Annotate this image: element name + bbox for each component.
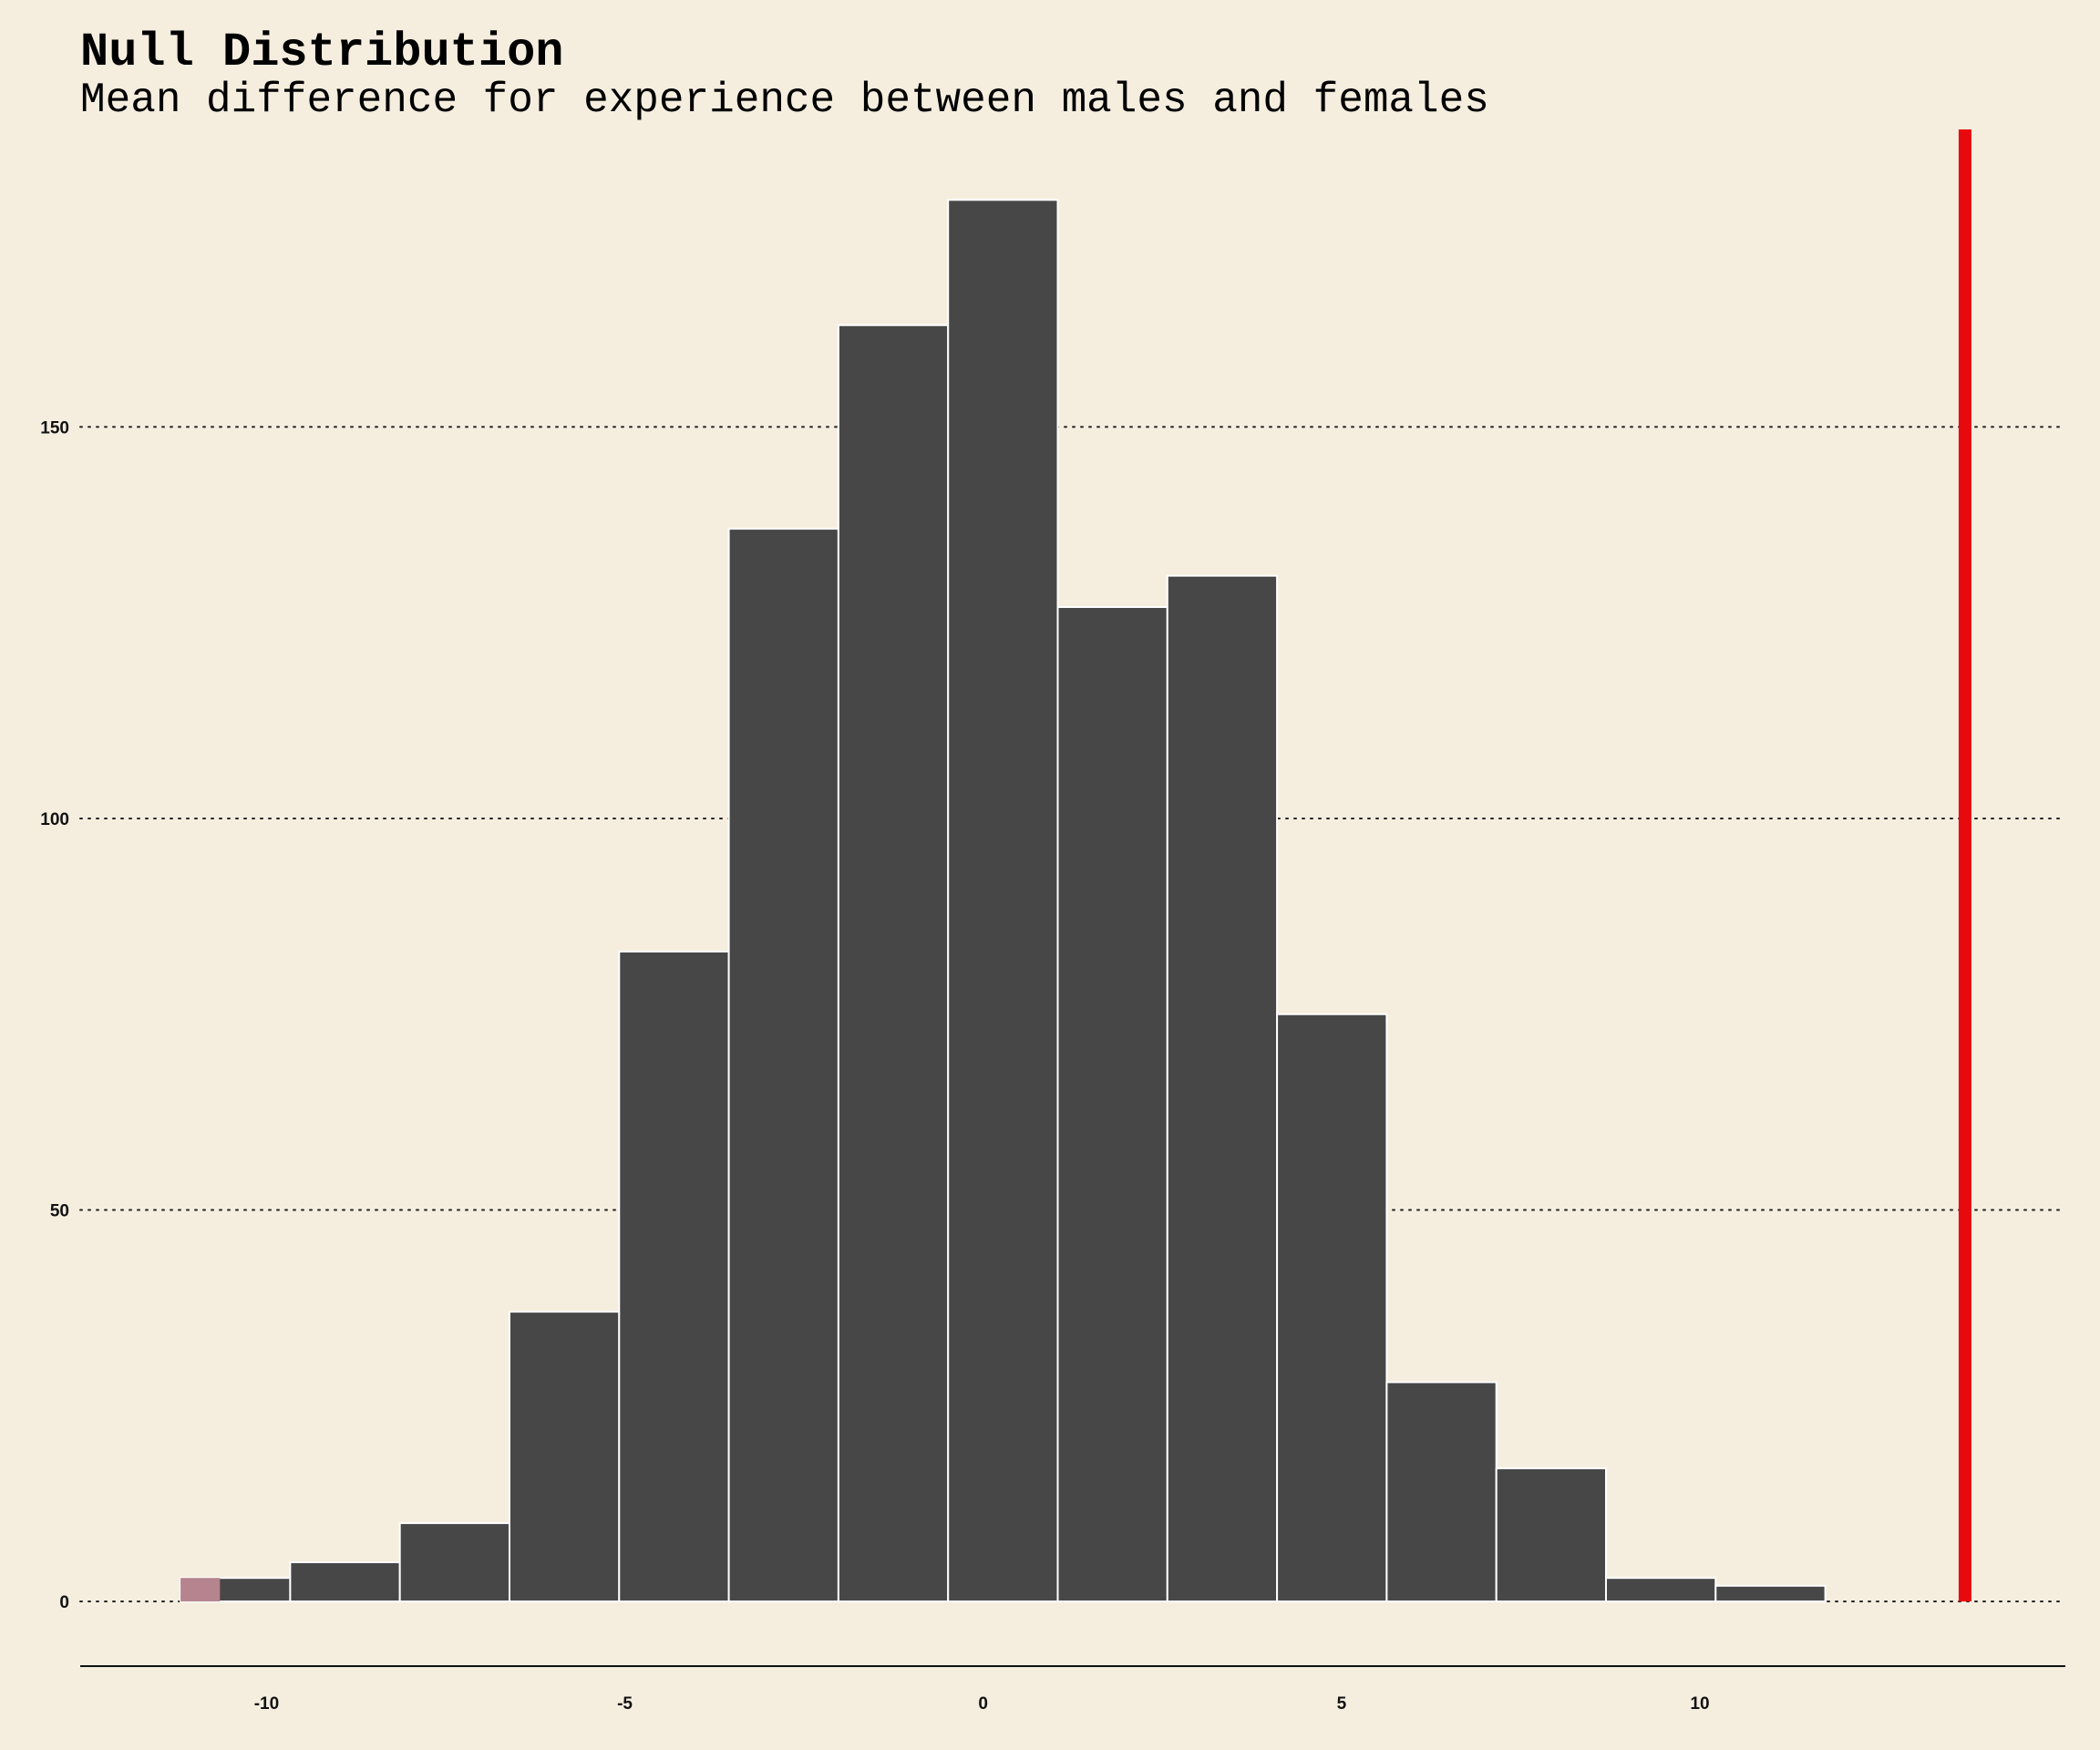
chart-title: Null Distribution bbox=[80, 26, 564, 79]
x-tick-label: 10 bbox=[1690, 1694, 1709, 1714]
histogram-bar bbox=[1056, 606, 1168, 1602]
shaded-tail-region bbox=[180, 1578, 221, 1601]
histogram-bar bbox=[947, 199, 1059, 1602]
chart-subtitle: Mean difference for experience between m… bbox=[80, 77, 1489, 124]
histogram-bar bbox=[508, 1311, 621, 1602]
x-tick-label: -10 bbox=[254, 1694, 279, 1714]
x-tick-label: -5 bbox=[617, 1694, 633, 1714]
shade-layer bbox=[180, 1578, 221, 1601]
x-tick-label: 0 bbox=[978, 1694, 988, 1714]
histogram-bar bbox=[289, 1561, 401, 1602]
y-tick-label: 50 bbox=[50, 1201, 69, 1220]
histogram-bar bbox=[1495, 1467, 1607, 1602]
histogram-bar bbox=[1166, 574, 1279, 1602]
y-tick-label: 0 bbox=[59, 1593, 69, 1612]
histogram-bar bbox=[398, 1522, 510, 1602]
histogram-bar bbox=[1714, 1584, 1827, 1602]
axis-layer: 0 50 100 150 -10 -5 0 5 10 bbox=[40, 418, 2065, 1714]
y-tick-label: 150 bbox=[40, 418, 69, 438]
x-tick-label: 5 bbox=[1337, 1694, 1347, 1714]
y-tick-label: 100 bbox=[40, 810, 69, 829]
histogram-bar bbox=[837, 324, 950, 1602]
histogram-bar bbox=[1385, 1381, 1498, 1602]
histogram-bar bbox=[727, 528, 839, 1602]
bars-layer bbox=[180, 199, 1827, 1602]
histogram-bar bbox=[1276, 1013, 1388, 1602]
histogram-bar bbox=[1604, 1577, 1717, 1602]
histogram-bar bbox=[618, 950, 730, 1602]
